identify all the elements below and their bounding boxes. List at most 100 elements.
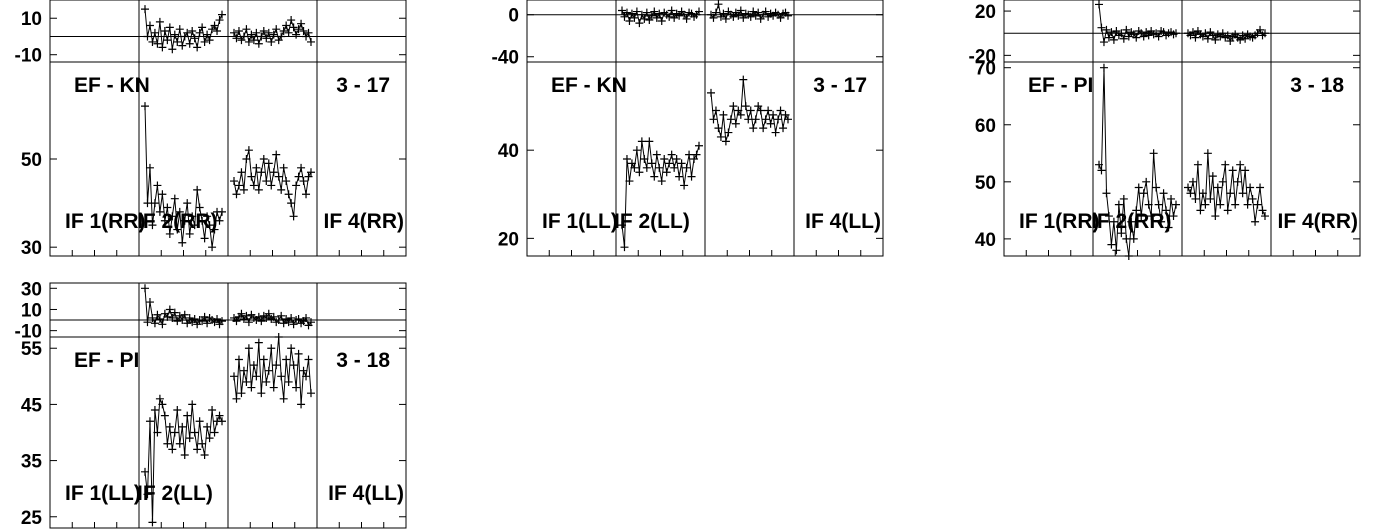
amplitude-point: [208, 406, 217, 415]
amplitude-point: [175, 207, 184, 216]
phase-point: [203, 319, 212, 328]
phase-point: [1201, 29, 1210, 38]
amp-tick-label: 35: [21, 452, 43, 473]
phase-point: [175, 311, 184, 320]
baseline-label: EF - PI: [1028, 74, 1093, 97]
phase-point: [1191, 33, 1200, 42]
phase-point: [1112, 27, 1121, 35]
amplitude-point: [741, 102, 750, 111]
phase-point: [736, 6, 745, 15]
amplitude-point: [1127, 217, 1136, 226]
phase-point: [170, 30, 179, 39]
phase-tick-label: 30: [21, 279, 42, 300]
amp-tick-label: 45: [21, 395, 43, 416]
phase-point: [155, 17, 164, 26]
amplitude-point: [292, 383, 301, 392]
amplitude-point: [168, 445, 177, 454]
amplitude-point: [1102, 189, 1111, 198]
amplitude-point: [242, 377, 251, 386]
amplitude-point: [307, 168, 315, 177]
phase-point: [148, 37, 157, 46]
phase-point: [188, 27, 197, 35]
amplitude-point: [1233, 177, 1242, 186]
amplitude-point: [302, 372, 311, 381]
phase-point: [203, 30, 212, 39]
amplitude-point: [635, 168, 644, 177]
phase-point: [185, 313, 194, 322]
phase-point: [200, 312, 209, 321]
scan-label: 3 - 18: [1290, 74, 1344, 97]
amplitude-point: [153, 181, 162, 190]
amp-tick-label: 60: [975, 116, 996, 137]
phase-point: [630, 13, 639, 22]
phase-point: [1218, 29, 1227, 38]
baseline-label: EF - PI: [74, 349, 139, 372]
amplitude-point: [200, 450, 209, 459]
amplitude-point: [208, 243, 217, 252]
amplitude-point: [264, 366, 273, 375]
amplitude-point: [203, 212, 212, 221]
phase-point: [252, 28, 261, 37]
phase-point: [1188, 28, 1197, 37]
amplitude-point: [257, 168, 266, 177]
phase-point: [141, 284, 149, 293]
phase-point: [1139, 32, 1148, 41]
amplitude-point: [218, 207, 226, 216]
phase-point: [183, 28, 192, 37]
phase-point: [257, 317, 266, 326]
amplitude-point: [660, 155, 669, 163]
amplitude-point: [165, 229, 174, 238]
amplitude-point: [307, 389, 315, 398]
amplitude-point: [734, 106, 743, 115]
phase-point: [655, 9, 664, 18]
phase-point: [213, 315, 222, 323]
amplitude-point: [244, 344, 253, 353]
phase-point: [294, 315, 303, 323]
amplitude-point: [1258, 206, 1267, 215]
phase-point: [200, 37, 209, 46]
amplitude-point: [1186, 189, 1195, 198]
phase-point: [165, 23, 174, 32]
phase-point: [148, 313, 157, 322]
amplitude-point: [188, 400, 197, 409]
phase-point: [642, 8, 651, 17]
phase-point: [168, 45, 177, 54]
amplitude-point: [1114, 200, 1123, 209]
amplitude-point: [277, 185, 286, 194]
phase-point: [230, 28, 238, 37]
phase-point: [170, 308, 179, 317]
if-label: IF 2(RR): [137, 210, 218, 233]
phase-point: [193, 43, 202, 52]
amplitude-point: [237, 168, 246, 177]
amplitude-point: [640, 155, 649, 163]
phase-point: [761, 7, 770, 16]
amplitude-point: [1099, 63, 1108, 72]
amplitude-point: [287, 344, 296, 353]
amplitude-point: [148, 518, 157, 527]
phase-point: [627, 9, 636, 18]
phase-point: [160, 27, 169, 35]
amplitude-point: [304, 355, 313, 364]
phase-point: [749, 7, 758, 16]
amplitude-point: [239, 366, 248, 375]
phase-point: [1099, 38, 1108, 47]
amplitude-point: [1095, 160, 1103, 169]
amplitude-point: [670, 163, 679, 172]
amplitude-point: [1241, 166, 1250, 175]
amplitude-point: [244, 146, 253, 155]
phase-point: [163, 312, 172, 321]
phase-point: [269, 30, 278, 39]
amplitude-point: [1107, 240, 1116, 249]
amplitude-point: [719, 110, 728, 119]
amplitude-point: [1104, 212, 1113, 221]
phase-point: [175, 25, 184, 34]
phase-point: [650, 7, 659, 16]
phase-point: [618, 6, 626, 15]
amplitude-point: [190, 428, 199, 437]
amplitude-point: [304, 172, 313, 181]
amplitude-point: [1167, 194, 1176, 203]
amplitude-point: [297, 400, 306, 409]
phase-tick-label: 0: [508, 6, 519, 27]
